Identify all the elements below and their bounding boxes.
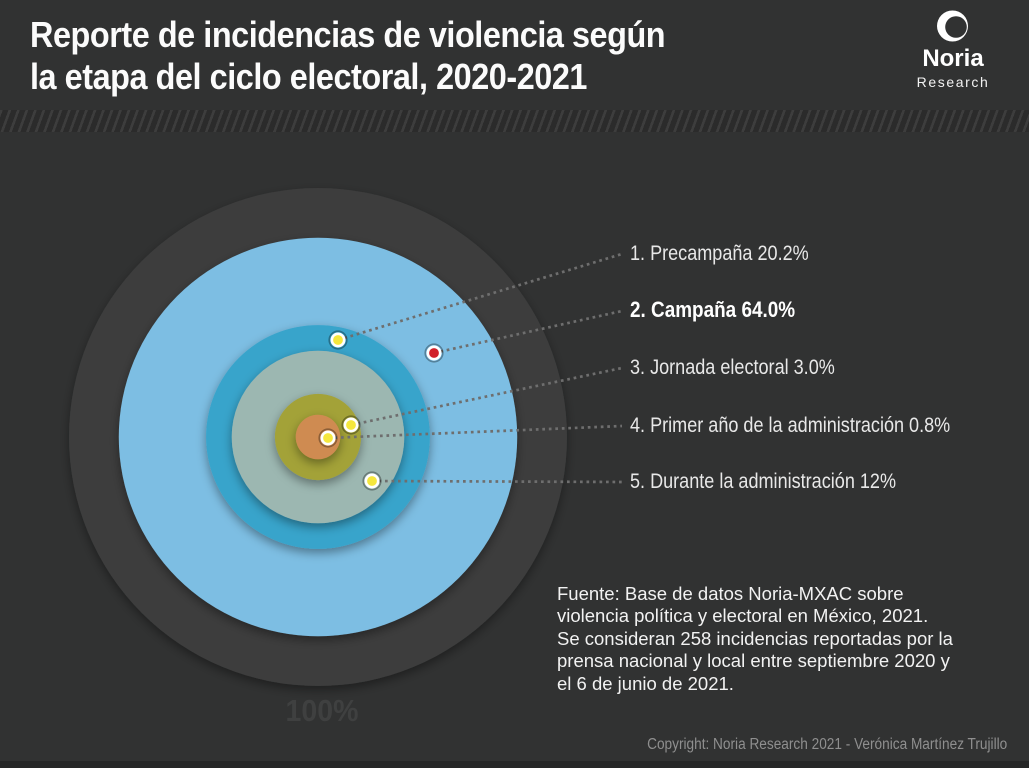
marker-outline-durante-administracion [362,471,382,491]
source-note: Fuente: Base de datos Noria-MXAC sobre v… [557,583,953,694]
leader-line-precampana [337,252,623,342]
marker-outline-precampana [328,330,348,350]
total-percentage-label: 100% [285,693,359,728]
leader-line-durante-administracion [371,479,623,484]
marker-dot-jornada-electoral [343,417,359,433]
logo-name: Noria [922,45,984,72]
marker-dot-campana [426,345,442,361]
marker-dot-precampana [330,332,346,348]
page-title: Reporte de incidencias de violencia segú… [30,14,666,98]
circle-primer-ano [295,414,341,460]
legend-item-jornada-electoral: 3. Jornada electoral 3.0% [630,356,835,379]
title-line-2: la etapa del ciclo electoral, 2020-2021 [30,56,587,98]
logo-subtitle: Research [916,74,990,90]
leader-line-jornada-electoral [350,366,623,427]
bottom-edge-bar [0,761,1029,768]
eclipse-moon-icon [937,10,968,42]
marker-dot-primer-ano [320,430,336,446]
marker-outline-primer-ano [318,428,338,448]
noria-research-logo: Noria Research [905,9,1001,90]
copyright-text: Copyright: Noria Research 2021 - Verónic… [646,736,1007,753]
legend-item-campana: 2. Campaña 64.0% [630,297,796,322]
marker-outline-jornada-electoral [341,415,361,435]
legend-item-durante-administracion: 5. Durante la administración 12% [630,470,897,493]
legend-item-primer-ano: 4. Primer año de la administración 0.8% [630,414,951,437]
legend-item-precampana: 1. Precampaña 20.2% [630,242,809,265]
title-line-1: Reporte de incidencias de violencia segú… [30,14,666,55]
marker-outline-campana [424,343,444,363]
marker-dot-durante-administracion [364,473,380,489]
hatched-divider [0,110,1029,132]
